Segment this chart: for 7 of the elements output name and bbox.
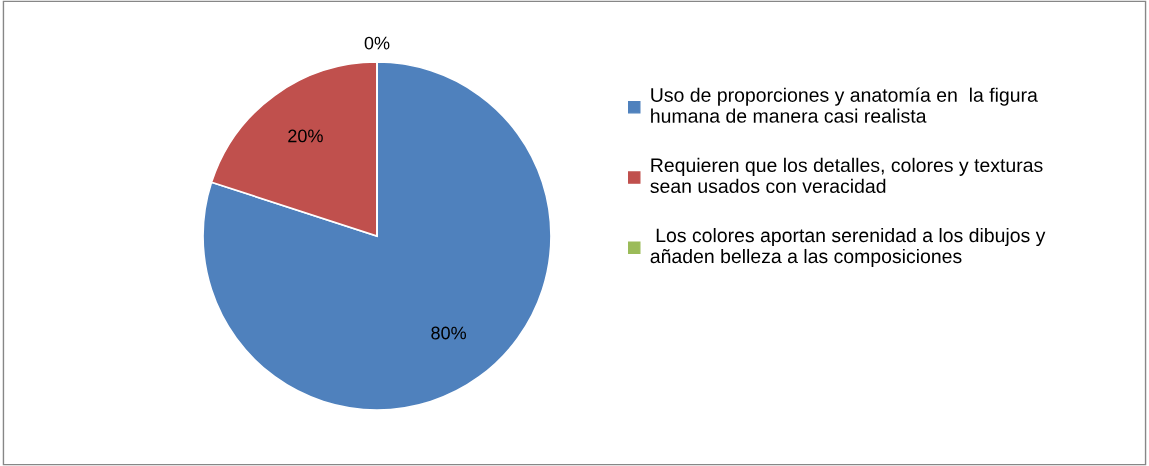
legend-label: Los colores aportan serenidad a los dibujos y añaden belleza a las composiciones xyxy=(650,227,1046,268)
legend-label: Requieren que los detalles, colores y texturas sean usados con veracidad xyxy=(650,157,1043,194)
data-label: 20% xyxy=(288,129,323,143)
data-label: 80% xyxy=(431,326,467,340)
legend-label: Uso de proporciones y anatomía en la figura humana de manera casi realista xyxy=(651,87,1038,123)
pie-slice xyxy=(202,61,552,411)
text: 0% xyxy=(364,36,390,50)
